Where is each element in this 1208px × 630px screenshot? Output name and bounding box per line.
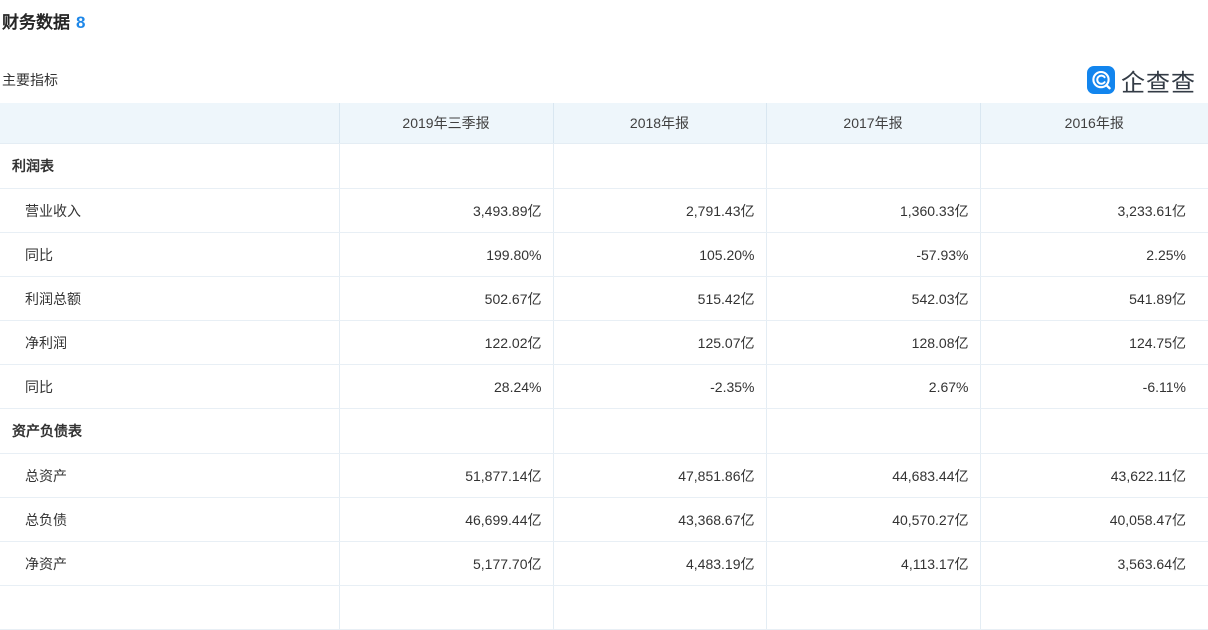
table-body: 利润表 营业收入 3,493.89亿 2,791.43亿 1,360.33亿 3,233.…: [0, 143, 1208, 630]
section-label: 主要指标: [2, 72, 58, 88]
table-row-partial: [0, 585, 1208, 630]
cell-value: 3,233.61亿: [980, 188, 1208, 233]
row-label: 净利润: [0, 320, 340, 365]
table-row: 总资产 51,877.14亿 47,851.86亿 44,683.44亿 43,622.…: [0, 453, 1208, 498]
cell-value: 542.03亿: [766, 276, 981, 321]
cell-value: 199.80%: [339, 232, 554, 277]
table-row: 同比 199.80% 105.20% -57.93% 2.25%: [0, 232, 1208, 277]
cell-value: 1,360.33亿: [766, 188, 981, 233]
table-row: 同比 28.24% -2.35% 2.67% -6.11%: [0, 364, 1208, 409]
cell-value: [980, 408, 1208, 454]
cell-value: [766, 143, 981, 189]
table-row: 净资产 5,177.70亿 4,483.19亿 4,113.17亿 3,563.64亿: [0, 541, 1208, 586]
table-row: 净利润 122.02亿 125.07亿 128.08亿 124.75亿: [0, 320, 1208, 365]
header-cell-empty: [0, 103, 340, 144]
row-label: 同比: [0, 364, 340, 409]
cell-empty: [0, 585, 340, 630]
cell-value: 40,570.27亿: [766, 497, 981, 542]
header-cell-period: 2016年报: [980, 103, 1208, 144]
cell-value: 502.67亿: [339, 276, 554, 321]
cell-value: [766, 408, 981, 454]
table-header-row: 2019年三季报 2018年报 2017年报 2016年报: [0, 103, 1208, 144]
cell-value: 125.07亿: [553, 320, 767, 365]
section-header-label: 利润表: [0, 143, 340, 189]
table-row: 营业收入 3,493.89亿 2,791.43亿 1,360.33亿 3,233.61亿: [0, 188, 1208, 233]
cell-empty: [980, 585, 1208, 630]
page-title: 财务数据: [2, 13, 70, 32]
cell-value: 105.20%: [553, 232, 767, 277]
cell-empty: [553, 585, 767, 630]
cell-value: 44,683.44亿: [766, 453, 981, 498]
table-section-row: 利润表: [0, 143, 1208, 189]
cell-value: 2.67%: [766, 364, 981, 409]
cell-value: 3,493.89亿: [339, 188, 554, 233]
cell-value: 4,113.17亿: [766, 541, 981, 586]
cell-value: -2.35%: [553, 364, 767, 409]
cell-value: -6.11%: [980, 364, 1208, 409]
table-section-row: 资产负债表: [0, 408, 1208, 454]
row-label: 营业收入: [0, 188, 340, 233]
cell-value: 4,483.19亿: [553, 541, 767, 586]
cell-value: 124.75亿: [980, 320, 1208, 365]
meta-row: 主要指标 企查查: [0, 63, 1208, 98]
section-header-label: 资产负债表: [0, 408, 340, 454]
cell-value: 43,368.67亿: [553, 497, 767, 542]
cell-empty: [339, 585, 554, 630]
header-cell-period: 2017年报: [766, 103, 981, 144]
cell-value: 541.89亿: [980, 276, 1208, 321]
cell-value: 28.24%: [339, 364, 554, 409]
cell-value: 515.42亿: [553, 276, 767, 321]
brand-name: 企查查: [1121, 69, 1196, 97]
table-row: 总负债 46,699.44亿 43,368.67亿 40,570.27亿 40,058.…: [0, 497, 1208, 542]
cell-value: 128.08亿: [766, 320, 981, 365]
page-header: 财务数据 8: [0, 0, 1208, 34]
cell-value: 46,699.44亿: [339, 497, 554, 542]
cell-value: 122.02亿: [339, 320, 554, 365]
table-row: 利润总额 502.67亿 515.42亿 542.03亿 541.89亿: [0, 276, 1208, 321]
cell-value: 40,058.47亿: [980, 497, 1208, 542]
financial-indicators-table: 2019年三季报 2018年报 2017年报 2016年报 利润表 营业收入 3,493.…: [0, 103, 1208, 630]
cell-value: [339, 408, 554, 454]
qichacha-magnifier-icon: [1087, 66, 1115, 94]
brand-logo: 企查查: [1087, 63, 1196, 98]
cell-value: 3,563.64亿: [980, 541, 1208, 586]
cell-value: [553, 408, 767, 454]
cell-value: [980, 143, 1208, 189]
header-cell-period: 2019年三季报: [339, 103, 554, 144]
cell-value: [339, 143, 554, 189]
cell-value: [553, 143, 767, 189]
cell-value: -57.93%: [766, 232, 981, 277]
cell-value: 51,877.14亿: [339, 453, 554, 498]
header-cell-period: 2018年报: [553, 103, 767, 144]
cell-value: 5,177.70亿: [339, 541, 554, 586]
cell-value: 47,851.86亿: [553, 453, 767, 498]
cell-empty: [766, 585, 981, 630]
row-label: 利润总额: [0, 276, 340, 321]
row-label: 总资产: [0, 453, 340, 498]
page-title-count-badge: 8: [76, 13, 86, 32]
cell-value: 2.25%: [980, 232, 1208, 277]
row-label: 总负债: [0, 497, 340, 542]
row-label: 净资产: [0, 541, 340, 586]
row-label: 同比: [0, 232, 340, 277]
cell-value: 43,622.11亿: [980, 453, 1208, 498]
cell-value: 2,791.43亿: [553, 188, 767, 233]
